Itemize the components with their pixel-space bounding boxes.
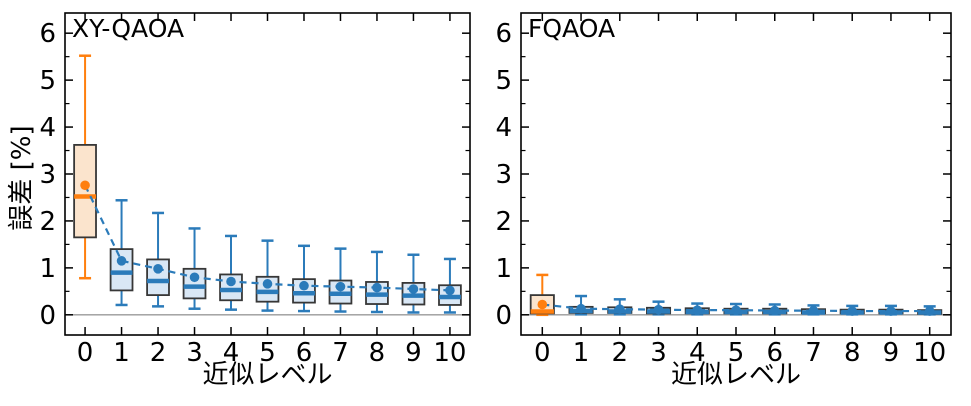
mean-marker	[924, 306, 935, 316]
y-tick-label: 6	[39, 19, 56, 49]
x-tick-label: 7	[332, 338, 349, 368]
x-axis-label: 近似レベル	[671, 360, 801, 390]
mean-marker	[576, 303, 586, 314]
x-axis-label: 近似レベル	[202, 360, 332, 390]
mean-marker	[116, 256, 127, 266]
mean-marker	[80, 180, 90, 191]
mean-marker	[189, 272, 200, 283]
y-tick-label: 0	[495, 301, 512, 331]
box-whisker	[146, 211, 170, 308]
y-tick-label: 6	[495, 19, 512, 49]
box-whisker	[73, 54, 97, 280]
x-tick-label: 5	[728, 338, 745, 368]
axes-frame	[520, 12, 952, 336]
y-tick-label: 2	[495, 207, 512, 237]
x-tick-label: 1	[573, 338, 590, 368]
x-tick-label: 6	[296, 338, 313, 368]
mean-marker	[153, 264, 163, 274]
mean-marker	[299, 280, 309, 291]
box-whisker	[328, 247, 353, 313]
x-tick-label: 2	[612, 338, 629, 368]
box-whisker	[292, 244, 316, 313]
mean-marker	[731, 305, 741, 315]
iqr-box	[109, 248, 134, 292]
x-tick-label: 3	[650, 338, 667, 368]
mean-marker	[808, 305, 819, 316]
panel-title: XY-QAOA	[72, 14, 184, 43]
mean-marker	[653, 304, 664, 315]
iqr-box	[73, 143, 97, 239]
iqr-box	[146, 258, 170, 297]
y-tick-label: 3	[495, 160, 512, 190]
mean-marker	[445, 285, 455, 296]
x-tick-label: 9	[883, 338, 900, 368]
x-tick-label: 7	[805, 338, 822, 368]
x-tick-label: 0	[534, 338, 551, 368]
mean-marker	[335, 281, 346, 292]
mean-marker	[769, 305, 780, 316]
y-tick-label: 1	[39, 254, 56, 284]
mean-marker	[226, 276, 236, 287]
x-tick-label: 8	[369, 338, 386, 368]
y-tick-label: 2	[39, 207, 56, 237]
mean-marker	[614, 304, 625, 314]
x-tick-label: 10	[913, 338, 946, 368]
box-whisker	[255, 239, 280, 312]
x-tick-label: 2	[150, 338, 167, 368]
mean-marker	[847, 306, 858, 316]
box-whisker	[219, 234, 243, 311]
x-tick-label: 4	[223, 338, 240, 368]
y-tick-label: 3	[39, 160, 56, 190]
box-whisker	[182, 227, 207, 310]
mean-marker	[408, 284, 419, 294]
x-tick-label: 5	[259, 338, 276, 368]
box-whisker	[109, 199, 134, 307]
y-tick-label: 5	[495, 66, 512, 96]
x-tick-label: 4	[689, 338, 706, 368]
box-whisker	[365, 250, 389, 314]
iqr-box	[292, 278, 316, 304]
y-tick-label: 4	[495, 113, 512, 143]
y-tick-label: 0	[39, 301, 56, 331]
iqr-box	[219, 273, 243, 302]
x-tick-label: 6	[766, 338, 783, 368]
x-tick-label: 8	[844, 338, 861, 368]
mean-marker	[537, 299, 548, 310]
y-tick-label: 5	[39, 66, 56, 96]
box-whisker	[401, 253, 426, 314]
mean-marker	[886, 306, 896, 316]
mean-marker	[262, 279, 273, 289]
y-tick-label: 1	[495, 254, 512, 284]
mean-marker	[692, 305, 703, 315]
panel-title: FQAOA	[528, 14, 615, 43]
y-tick-label: 4	[39, 113, 56, 143]
iqr-box	[182, 267, 207, 300]
mean-marker	[372, 282, 382, 293]
iqr-box	[255, 275, 280, 303]
x-tick-label: 3	[186, 338, 203, 368]
x-tick-label: 1	[113, 338, 130, 368]
y-axis-label: 誤差 [%]	[7, 125, 37, 230]
x-tick-label: 9	[405, 338, 422, 368]
x-tick-label: 0	[77, 338, 94, 368]
x-tick-label: 10	[433, 338, 466, 368]
